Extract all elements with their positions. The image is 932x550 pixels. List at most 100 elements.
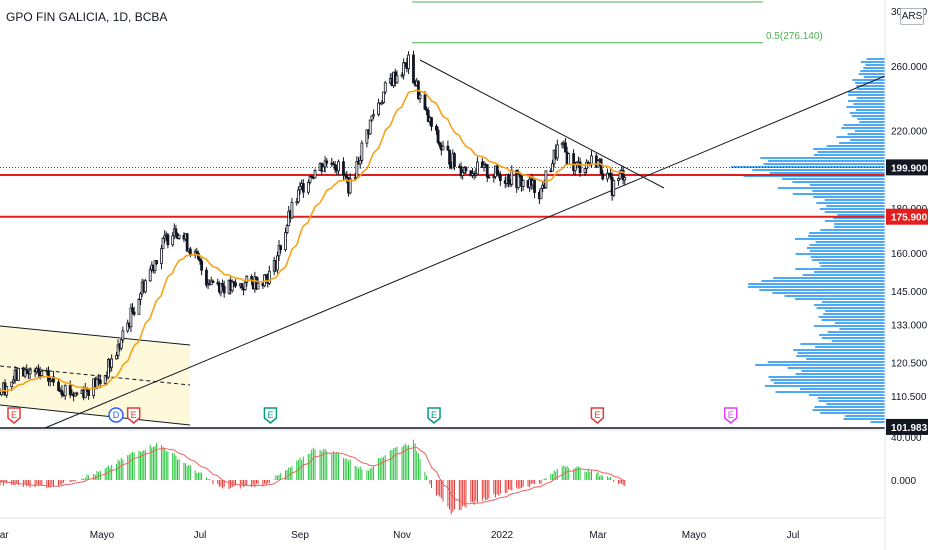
volume-profile-bar bbox=[852, 79, 885, 81]
volume-profile-bar bbox=[863, 67, 885, 69]
volume-profile-bar bbox=[812, 190, 885, 192]
volume-profile-bar bbox=[833, 226, 885, 228]
candle-body bbox=[425, 108, 428, 111]
candle-body bbox=[163, 235, 167, 239]
candle-body bbox=[10, 381, 14, 388]
candle-body bbox=[412, 54, 415, 84]
candle-body bbox=[137, 299, 141, 315]
volume-profile-bar bbox=[834, 322, 885, 324]
y-tick-label: 220.000 bbox=[891, 126, 928, 137]
candle-body bbox=[290, 202, 294, 219]
volume-profile-bar bbox=[813, 304, 885, 306]
candle-body bbox=[382, 91, 386, 103]
volume-profile-bar bbox=[824, 211, 885, 213]
candle-body bbox=[333, 164, 337, 170]
currency-badge[interactable]: ARS bbox=[900, 8, 924, 25]
candle-body bbox=[618, 172, 622, 180]
volume-profile-bar bbox=[859, 121, 885, 123]
symbol-title: GPO FIN GALICIA, 1D, BCBA bbox=[6, 10, 168, 24]
volume-profile-bar bbox=[811, 259, 885, 261]
candle-body bbox=[599, 158, 603, 175]
volume-profile-bar bbox=[819, 208, 885, 210]
candle-body bbox=[370, 115, 374, 121]
candle-body bbox=[296, 189, 300, 203]
candle-body bbox=[348, 178, 352, 194]
candle-body bbox=[380, 102, 384, 105]
x-tick-label: Jul bbox=[787, 530, 800, 541]
volume-profile-bar bbox=[854, 130, 885, 132]
candle-body bbox=[37, 368, 40, 373]
y-tick-label: 120.500 bbox=[891, 359, 928, 370]
x-tick-label: Mar bbox=[589, 530, 607, 541]
candle-body bbox=[485, 164, 489, 178]
volume-profile-bar bbox=[800, 343, 885, 345]
price-axis: 300.000260.000220.000200.000180.000160.0… bbox=[886, 7, 928, 435]
earnings-marker bbox=[7, 407, 21, 424]
candle-body bbox=[143, 280, 147, 293]
candle-body bbox=[551, 163, 554, 172]
volume-profile-bar bbox=[808, 235, 885, 237]
price-tag-label: 199.900 bbox=[891, 163, 928, 174]
candle-body bbox=[240, 283, 244, 288]
candle-body bbox=[609, 172, 612, 178]
candle-body bbox=[308, 176, 312, 183]
volume-profile-bar bbox=[743, 175, 885, 177]
volume-profile-bar bbox=[794, 238, 885, 240]
volume-profile-bar bbox=[815, 346, 885, 348]
candle-body bbox=[16, 367, 20, 381]
oscillator-histogram bbox=[0, 439, 626, 515]
candle-body bbox=[68, 385, 72, 396]
candle-body bbox=[539, 187, 543, 200]
candle-body bbox=[446, 145, 450, 151]
event-marker-label: E bbox=[11, 410, 17, 420]
x-axis: Mar Mayo Jul Sep Nov 2022 Mar Mayo Jul bbox=[0, 530, 799, 541]
volume-profile-bar bbox=[849, 112, 885, 114]
candle-body bbox=[507, 174, 510, 184]
candle-body bbox=[98, 379, 102, 384]
volume-profile-bar bbox=[809, 232, 885, 234]
volume-profile-bar bbox=[795, 268, 885, 270]
candle-body bbox=[492, 176, 496, 178]
candle-body bbox=[185, 233, 189, 252]
candle-body bbox=[11, 379, 15, 383]
volume-profile-bar bbox=[820, 265, 885, 267]
event-marker-label: E bbox=[431, 410, 437, 420]
volume-profile-bar bbox=[770, 379, 885, 381]
candle-body bbox=[459, 166, 463, 177]
candle-body bbox=[0, 391, 4, 396]
candle-body bbox=[533, 179, 536, 193]
volume-profile-bar bbox=[857, 118, 885, 120]
x-tick-label: 2022 bbox=[491, 530, 514, 541]
volume-profile-bar bbox=[853, 103, 885, 105]
candle-body bbox=[25, 369, 29, 372]
volume-profile-bar bbox=[773, 382, 885, 384]
candle-body bbox=[219, 283, 223, 293]
event-marker-label: D bbox=[113, 410, 120, 420]
x-tick-label: Jul bbox=[194, 530, 207, 541]
volume-profile-bar bbox=[767, 160, 885, 162]
candle-body bbox=[103, 375, 107, 384]
candle-body bbox=[277, 245, 281, 257]
candle-body bbox=[73, 392, 77, 397]
candle-body bbox=[166, 234, 170, 246]
volume-profile-bar bbox=[799, 388, 885, 390]
candle-body bbox=[482, 164, 486, 168]
candle-body bbox=[353, 177, 357, 180]
price-tag bbox=[886, 418, 928, 435]
price-tag bbox=[886, 159, 928, 176]
event-marker-label: E bbox=[267, 410, 273, 420]
oscillator-signal-line bbox=[0, 446, 626, 505]
volume-profile-bar bbox=[814, 271, 885, 273]
event-marker-label: E bbox=[728, 410, 734, 420]
candle-body bbox=[132, 311, 136, 315]
candle-body bbox=[358, 159, 362, 165]
rising-trend-line bbox=[44, 75, 886, 429]
candle-body bbox=[115, 355, 118, 360]
volume-profile-bar bbox=[850, 139, 885, 141]
candle-body bbox=[402, 62, 406, 76]
candle-body bbox=[521, 180, 525, 187]
earnings-marker bbox=[590, 407, 605, 424]
candle-body bbox=[131, 307, 134, 313]
